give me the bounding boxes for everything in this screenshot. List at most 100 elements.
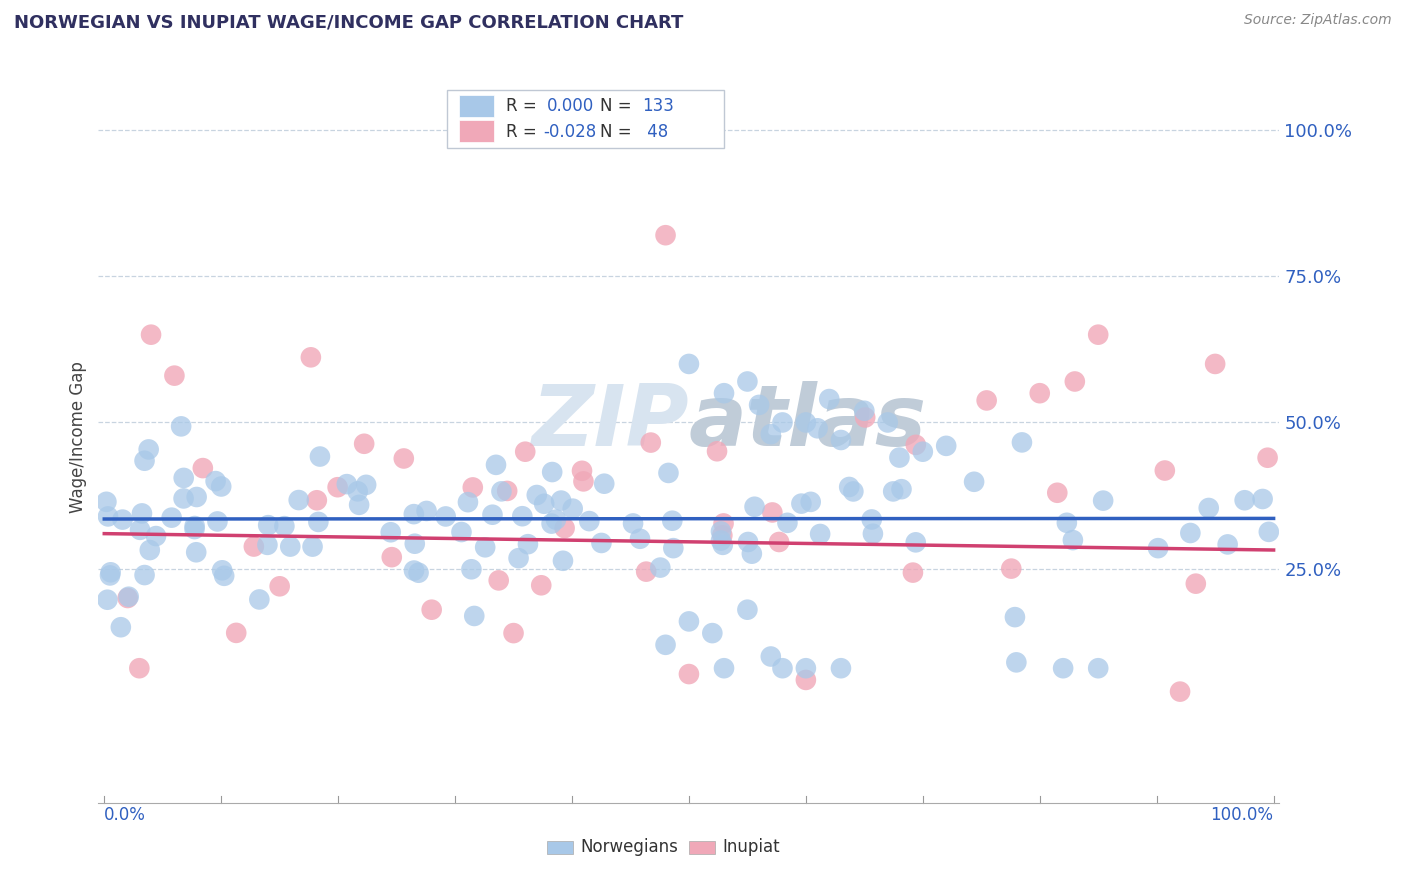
Point	[710, 533, 733, 548]
Bar	[458, 120, 494, 143]
Point	[904, 535, 927, 549]
Point	[904, 438, 927, 452]
Point	[551, 554, 574, 568]
Point	[247, 592, 270, 607]
Point	[1092, 493, 1115, 508]
Point	[541, 465, 564, 479]
Point	[963, 475, 986, 489]
Point	[759, 649, 782, 664]
Point	[591, 536, 613, 550]
Point	[1180, 526, 1202, 541]
Point	[654, 638, 676, 652]
Point	[257, 518, 280, 533]
Point	[889, 450, 911, 465]
Point	[502, 626, 524, 640]
Point	[160, 510, 183, 524]
Point	[1000, 561, 1022, 575]
Point	[876, 416, 898, 430]
Point	[415, 504, 437, 518]
Point	[713, 516, 735, 531]
Point	[526, 488, 548, 502]
Point	[554, 521, 576, 535]
Point	[353, 437, 375, 451]
Point	[772, 416, 794, 430]
Point	[853, 403, 876, 417]
Text: 0.0%: 0.0%	[104, 805, 146, 823]
Point	[173, 471, 195, 485]
Point	[578, 514, 600, 528]
Point	[661, 514, 683, 528]
Point	[662, 541, 685, 556]
Point	[474, 541, 496, 555]
Point	[678, 667, 700, 681]
Point	[794, 673, 817, 687]
Point	[111, 513, 134, 527]
Point	[806, 421, 828, 435]
Point	[481, 508, 503, 522]
Point	[935, 439, 957, 453]
Point	[307, 515, 329, 529]
Point	[759, 427, 782, 442]
Point	[98, 568, 121, 582]
Text: 48: 48	[641, 123, 668, 141]
Point	[256, 538, 278, 552]
Point	[212, 569, 235, 583]
Point	[748, 398, 770, 412]
Point	[678, 357, 700, 371]
Point	[299, 351, 322, 365]
Point	[145, 529, 167, 543]
Point	[186, 545, 208, 559]
Point	[1087, 327, 1109, 342]
Point	[278, 540, 301, 554]
Point	[1052, 661, 1074, 675]
Point	[336, 477, 359, 491]
Point	[420, 603, 443, 617]
Point	[516, 537, 538, 551]
Point	[131, 507, 153, 521]
Point	[818, 392, 841, 406]
Point	[97, 509, 120, 524]
Point	[211, 563, 233, 577]
Point	[830, 661, 852, 675]
Point	[1257, 450, 1279, 465]
Point	[183, 522, 205, 536]
Text: -0.028: -0.028	[544, 123, 598, 141]
Point	[460, 562, 482, 576]
Point	[654, 228, 676, 243]
Point	[243, 540, 266, 554]
Point	[1233, 493, 1256, 508]
Point	[128, 661, 150, 675]
Point	[678, 615, 700, 629]
Bar	[458, 95, 494, 118]
Text: N =: N =	[600, 123, 631, 141]
Point	[800, 495, 823, 509]
Point	[711, 528, 734, 542]
Point	[118, 590, 141, 604]
FancyBboxPatch shape	[447, 90, 724, 148]
Point	[508, 551, 530, 566]
Text: R =: R =	[506, 97, 537, 115]
Point	[346, 484, 368, 499]
Point	[737, 535, 759, 549]
Point	[853, 410, 876, 425]
Point	[139, 543, 162, 558]
Text: atlas: atlas	[689, 381, 927, 464]
Text: Norwegians: Norwegians	[581, 838, 678, 856]
Point	[741, 547, 763, 561]
Point	[901, 566, 924, 580]
Point	[139, 327, 162, 342]
Point	[496, 483, 519, 498]
Point	[463, 609, 485, 624]
Point	[790, 497, 813, 511]
Point	[1004, 610, 1026, 624]
Point	[702, 626, 724, 640]
Point	[650, 560, 672, 574]
Point	[1147, 541, 1170, 556]
Point	[457, 495, 479, 509]
Point	[381, 550, 404, 565]
Point	[1011, 435, 1033, 450]
Point	[191, 461, 214, 475]
Point	[326, 480, 349, 494]
Point	[134, 568, 156, 582]
Point	[593, 476, 616, 491]
